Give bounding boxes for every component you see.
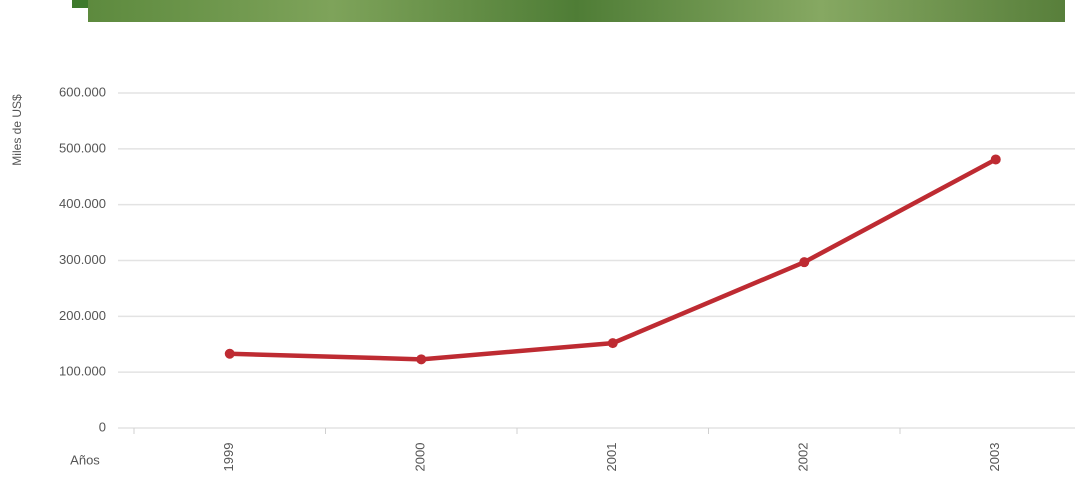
line xyxy=(229,157,997,362)
x-tick-label: 1999 xyxy=(221,443,236,472)
y-tick-label: 200.000 xyxy=(59,308,106,323)
point xyxy=(799,257,810,268)
x-tick-label: 2000 xyxy=(413,443,428,472)
point xyxy=(990,154,1001,165)
y-tick-label: 500.000 xyxy=(59,140,106,155)
y-tick-label: 0 xyxy=(99,419,106,434)
y-tick-label: 400.000 xyxy=(59,196,106,211)
banner-image xyxy=(88,0,1065,22)
x-axis-title: Años xyxy=(70,452,100,467)
point xyxy=(224,348,235,359)
y-tick-label: 300.000 xyxy=(59,252,106,267)
x-tick-label: 2003 xyxy=(987,443,1002,472)
x-tick-label: 2001 xyxy=(604,443,619,472)
banner-corner xyxy=(72,0,88,8)
x-tick-label: 2002 xyxy=(796,443,811,472)
point xyxy=(416,354,427,365)
y-axis-title: Miles de US$ xyxy=(10,94,24,166)
point xyxy=(607,338,618,349)
y-tick-label: 600.000 xyxy=(59,84,106,99)
y-tick-label: 100.000 xyxy=(59,364,106,379)
